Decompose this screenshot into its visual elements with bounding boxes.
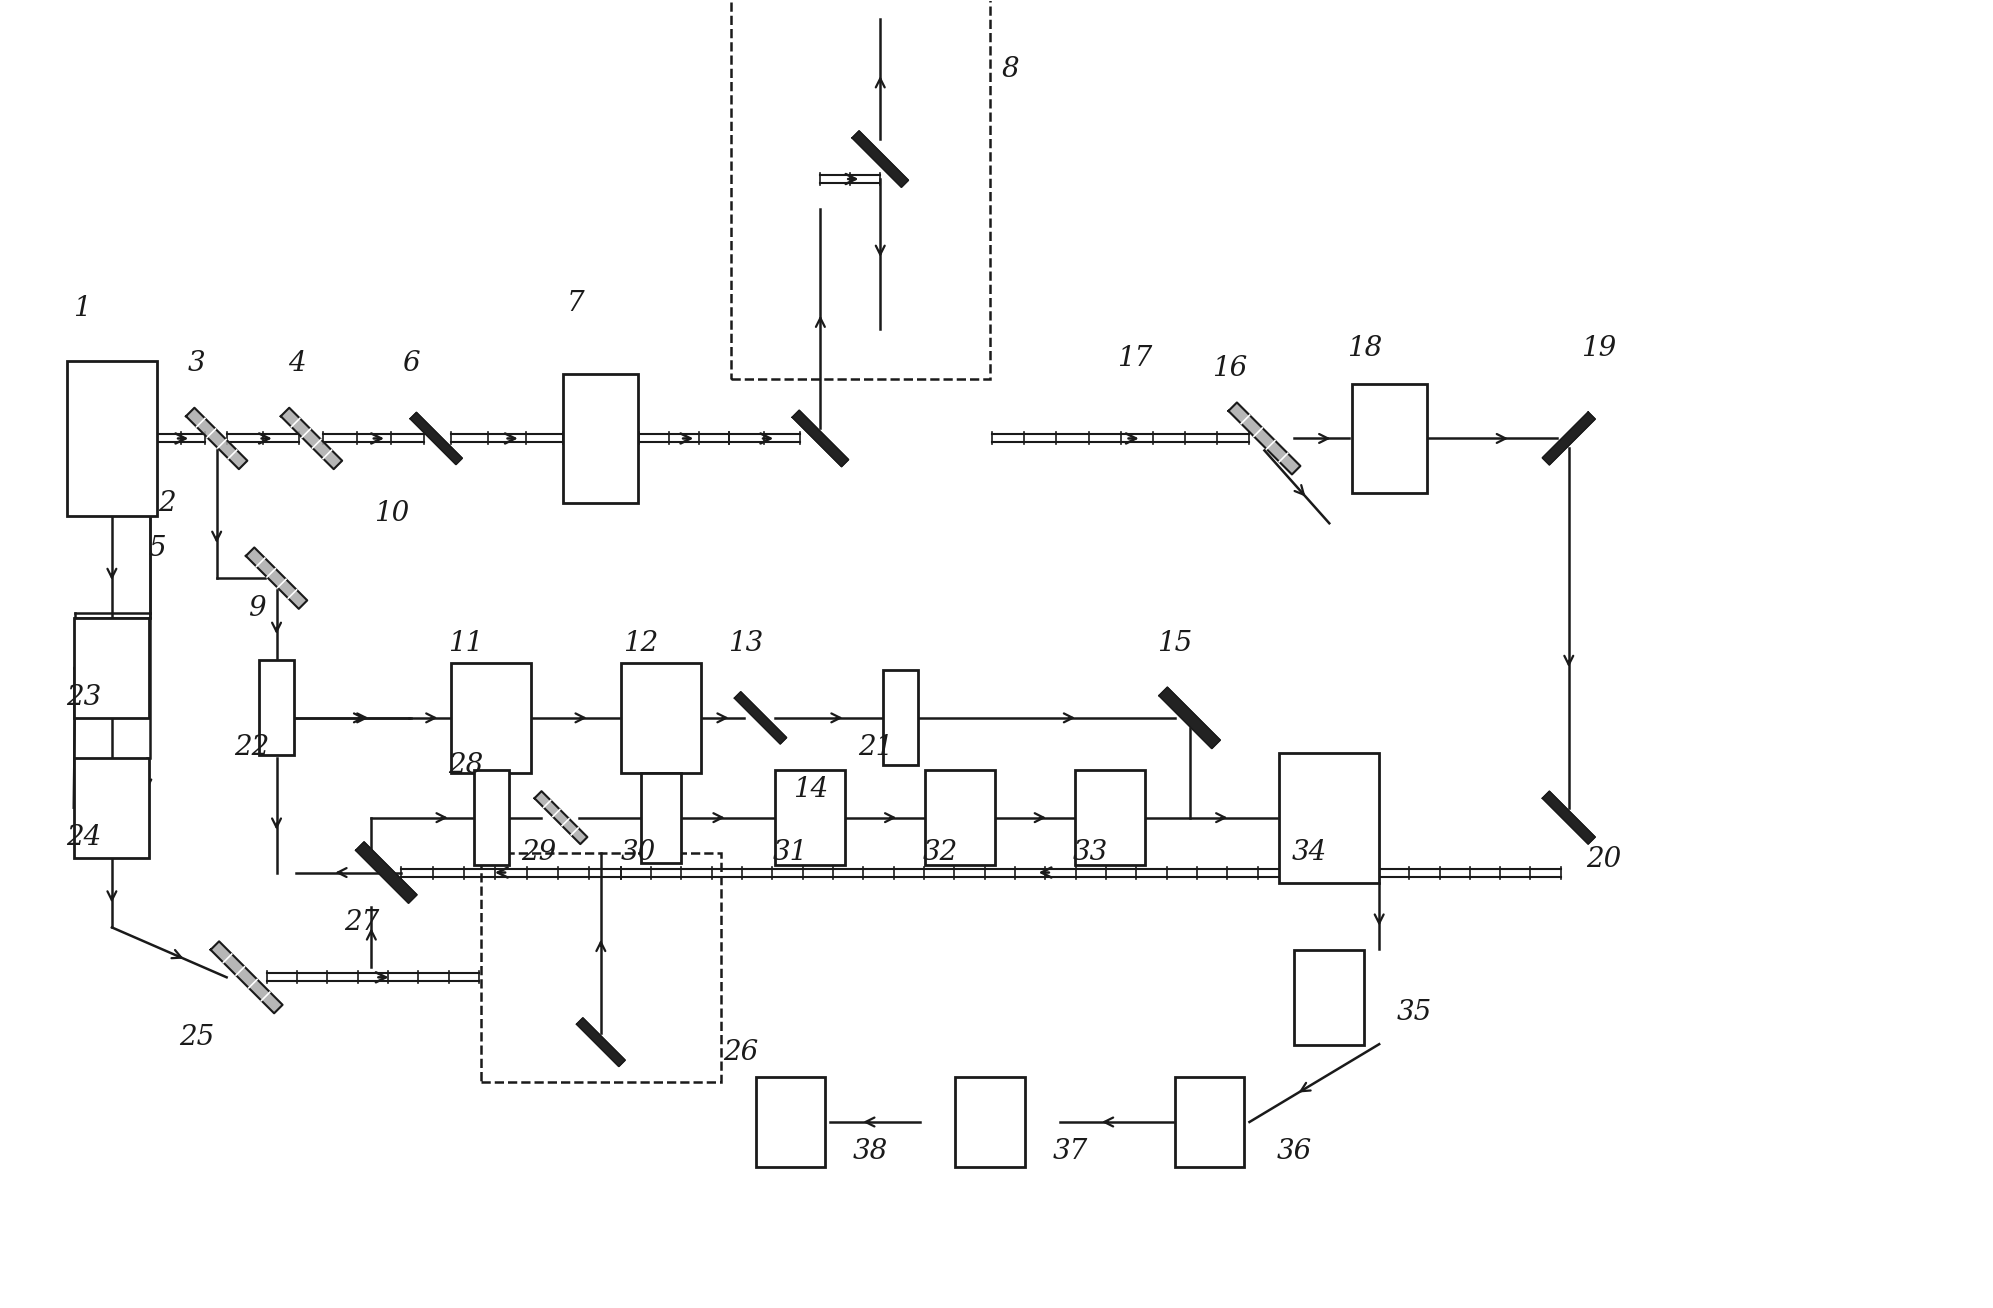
Text: 35: 35	[1397, 999, 1431, 1025]
Text: 7: 7	[568, 290, 584, 318]
Text: 17: 17	[1118, 345, 1152, 373]
Text: 27: 27	[343, 909, 379, 937]
Bar	[474, 770, 508, 865]
Text: 20: 20	[1586, 846, 1622, 872]
Polygon shape	[355, 842, 417, 904]
Text: 14: 14	[793, 776, 827, 803]
Text: 38: 38	[853, 1138, 889, 1165]
Text: 13: 13	[727, 629, 763, 657]
Text: 32: 32	[923, 838, 959, 866]
Polygon shape	[733, 692, 787, 744]
Bar	[775, 770, 845, 865]
Text: 16: 16	[1212, 354, 1248, 382]
Polygon shape	[1228, 403, 1299, 475]
Text: 36: 36	[1278, 1138, 1311, 1165]
Bar	[955, 1076, 1024, 1167]
Text: 6: 6	[403, 351, 421, 377]
Text: 37: 37	[1052, 1138, 1088, 1165]
Polygon shape	[1543, 791, 1594, 844]
Bar	[1280, 753, 1379, 883]
Text: 26: 26	[723, 1039, 757, 1066]
Text: 19: 19	[1580, 335, 1616, 362]
Text: 15: 15	[1158, 629, 1192, 657]
Polygon shape	[211, 942, 283, 1014]
Bar	[1074, 770, 1144, 865]
Text: 34: 34	[1291, 838, 1327, 866]
Polygon shape	[534, 791, 588, 844]
Text: 18: 18	[1347, 335, 1381, 362]
Text: 30: 30	[622, 838, 656, 866]
Text: 29: 29	[522, 838, 556, 866]
Polygon shape	[245, 548, 307, 608]
Bar	[925, 770, 995, 865]
Bar	[68, 361, 157, 515]
Bar	[1174, 1076, 1244, 1167]
Polygon shape	[576, 1018, 626, 1066]
Polygon shape	[791, 411, 849, 467]
Text: 1: 1	[74, 296, 92, 322]
Polygon shape	[281, 408, 343, 470]
Bar	[755, 1076, 825, 1167]
Text: 10: 10	[373, 500, 409, 527]
Text: 12: 12	[624, 629, 658, 657]
Bar	[74, 757, 149, 858]
Bar	[259, 661, 295, 755]
Text: 23: 23	[66, 684, 102, 712]
Bar	[883, 671, 917, 765]
Text: 25: 25	[179, 1024, 215, 1050]
Bar	[450, 663, 530, 773]
Text: 22: 22	[233, 734, 269, 761]
Polygon shape	[185, 408, 247, 470]
Polygon shape	[853, 131, 909, 187]
Bar	[564, 374, 638, 504]
Bar	[731, 0, 991, 378]
Bar	[1293, 950, 1365, 1045]
Bar	[1351, 383, 1427, 493]
Bar	[642, 773, 682, 862]
Bar	[480, 853, 721, 1082]
Text: 31: 31	[773, 838, 807, 866]
Text: 2: 2	[157, 489, 175, 517]
Bar	[74, 619, 149, 718]
Text: 21: 21	[857, 734, 893, 761]
Text: 3: 3	[187, 351, 205, 377]
Text: 28: 28	[448, 752, 484, 780]
Polygon shape	[1158, 687, 1220, 748]
Text: 4: 4	[287, 351, 305, 377]
Polygon shape	[1543, 412, 1594, 464]
Text: 5: 5	[147, 535, 165, 561]
Text: 33: 33	[1072, 838, 1108, 866]
Text: 11: 11	[448, 629, 484, 657]
Text: 9: 9	[247, 595, 265, 621]
Bar	[620, 663, 702, 773]
Text: 24: 24	[66, 824, 102, 852]
Polygon shape	[411, 412, 462, 464]
Text: 8: 8	[1000, 56, 1018, 82]
